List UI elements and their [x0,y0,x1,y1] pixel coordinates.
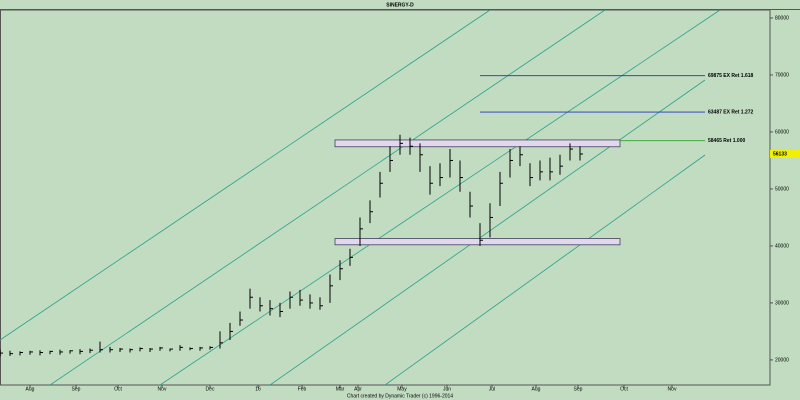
x-tick-label: Apr [354,386,362,392]
y-tick-label: 20000 [775,357,789,363]
x-tick-label: May [397,386,407,392]
y-tick-label: 70000 [775,72,789,78]
footer: Chart created by Dynamic Trader (c) 1996… [347,393,453,399]
x-tick-label: Mar [336,386,345,392]
level-label: 69875 EX Ret 1.618 [708,73,754,79]
x-tick-label: Nov [668,386,677,392]
x-tick-label: Jun [443,386,451,392]
x-tick-label: Sep [72,386,81,392]
y-tick-label: 40000 [775,243,789,249]
y-tick-label: 30000 [775,300,789,306]
x-tick-label: Oct [114,386,122,392]
channel-line [384,154,706,386]
y-tick-label: 50000 [775,186,789,192]
last-price-label: 56133 [773,151,787,157]
last-price-box [770,149,800,158]
channel [0,9,721,386]
x-tick-label: Sep [574,386,583,392]
x-tick-label: Aug [532,386,541,392]
channel-line [49,9,606,386]
chart-title: SINERGY-D [386,2,414,8]
level-label: 63487 EX Ret 1.272 [708,109,754,115]
level-label: 58465 Ret 1.000 [708,138,745,144]
y-tick-label: 80000 [775,15,789,21]
x-tick-label: Feb [298,386,307,392]
x-tick-label: 16 [255,386,261,392]
x-tick-label: Jul [489,386,495,392]
x-tick-label: Nov [158,386,167,392]
zone [334,238,621,246]
x-tick-label: Dec [206,386,215,392]
y-tick-label: 60000 [775,129,789,135]
channel-line [0,9,491,341]
channel-line [159,9,721,386]
channel-line [269,79,706,386]
zone [334,139,621,148]
x-tick-label: Aug [26,386,35,392]
x-tick-label: Oct [620,386,628,392]
